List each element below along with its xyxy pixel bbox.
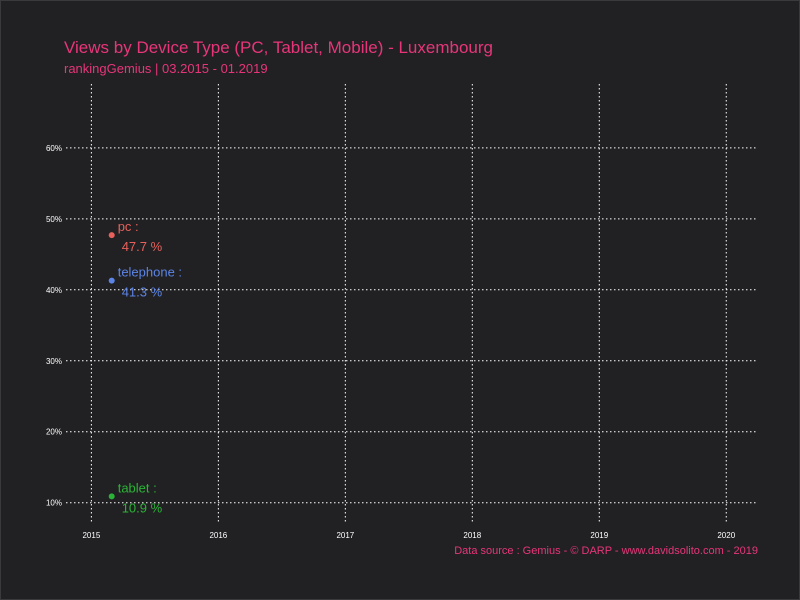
point-telephone: [108, 277, 115, 284]
chart-title: Views by Device Type (PC, Tablet, Mobile…: [64, 38, 493, 57]
y-tick-label: 30%: [46, 357, 62, 366]
x-axis-ticks: 2015 2016 2017 2018 2019 2020: [82, 531, 735, 540]
x-tick-label: 2018: [463, 531, 481, 540]
label-telephone-name: telephone :: [118, 265, 182, 280]
y-tick-label: 10%: [46, 499, 62, 508]
point-tablet: [108, 493, 115, 500]
y-tick-label: 60%: [46, 144, 62, 153]
grid-lines: [66, 84, 758, 524]
chart-subtitle: rankingGemius | 03.2015 - 01.2019: [64, 61, 268, 76]
y-tick-label: 50%: [46, 215, 62, 224]
x-tick-label: 2020: [717, 531, 735, 540]
label-tablet-name: tablet :: [118, 480, 157, 495]
label-pc-name: pc :: [118, 219, 139, 234]
point-pc: [108, 232, 115, 239]
chart-caption: Data source : Gemius - © DARP - www.davi…: [454, 545, 758, 557]
label-pc-value: 47.7 %: [122, 239, 163, 254]
x-tick-label: 2015: [82, 531, 100, 540]
data-points: pc : 47.7 % telephone : 41.3 % tablet : 10.9 …: [108, 219, 182, 515]
label-telephone-value: 41.3 %: [122, 285, 163, 300]
y-axis-ticks: 10% 20% 30% 40% 50% 60%: [46, 144, 62, 508]
x-tick-label: 2019: [590, 531, 608, 540]
y-tick-label: 20%: [46, 428, 62, 437]
x-tick-label: 2017: [336, 531, 354, 540]
x-tick-label: 2016: [209, 531, 227, 540]
label-tablet-value: 10.9 %: [122, 500, 163, 515]
y-tick-label: 40%: [46, 286, 62, 295]
